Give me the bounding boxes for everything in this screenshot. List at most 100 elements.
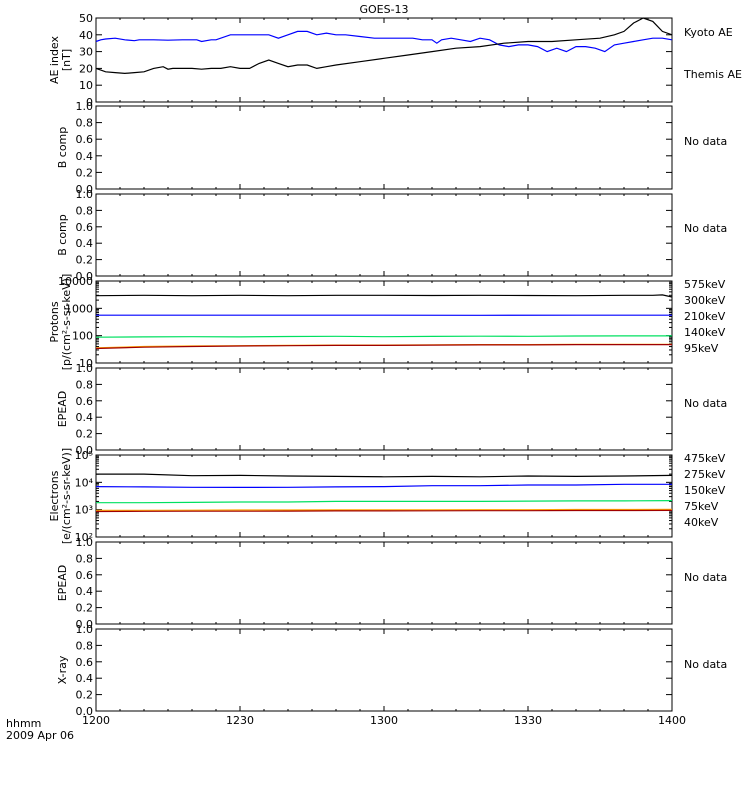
- y-tick-label: 0.0: [76, 183, 94, 196]
- y-tick-label: 10000: [58, 275, 93, 288]
- panel-5: 0.0 0.2 0.4 0.6 0.8 1.0 EPEAD No data: [56, 362, 727, 457]
- y-tick-label: 10⁵: [75, 449, 93, 462]
- y-tick-label: 10³: [75, 504, 93, 517]
- series-line-75kev: [95, 483, 672, 489]
- legend-entry: 150keV: [684, 484, 726, 497]
- y-tick-label: 0.8: [76, 639, 94, 652]
- legend-entry: 210keV: [684, 310, 726, 323]
- legend-entry: 475keV: [684, 452, 726, 465]
- y-axis-label: Electrons: [48, 470, 61, 521]
- x-tick-label: 1330: [514, 714, 542, 727]
- legend-entry: No data: [684, 571, 727, 584]
- series-line-475kev: [95, 509, 673, 513]
- y-tick-label: 0.2: [76, 428, 94, 441]
- series-line-95kev: [95, 294, 673, 298]
- y-tick-label: 10²: [75, 531, 93, 544]
- y-tick-label: 1.0: [76, 188, 94, 201]
- y-tick-label: 10: [79, 79, 93, 92]
- y-tick-label: 1.0: [76, 536, 94, 549]
- y-axis-label: EPEAD: [56, 565, 69, 602]
- panel-3: 0.0 0.2 0.4 0.6 0.8 1.0 B comp No data: [56, 188, 727, 283]
- y-tick-label: 0.6: [76, 133, 94, 146]
- y-tick-label: 0.0: [76, 618, 94, 631]
- y-axis-label: AE index: [48, 35, 61, 84]
- y-axis-label: B comp: [56, 127, 69, 169]
- series-line-275kev: [96, 508, 673, 511]
- y-tick-label: 0.8: [76, 204, 94, 217]
- panel-7: 0.0 0.2 0.4 0.6 0.8 1.0 EPEAD No data: [56, 536, 727, 631]
- chart-title: GOES-13: [359, 3, 408, 16]
- y-axis-label: [e/(cm²-s-sr-keV)]: [60, 448, 73, 544]
- panel-frame: [95, 454, 673, 538]
- y-tick-label: 0.4: [76, 585, 94, 598]
- series-line-150kev: [96, 500, 673, 504]
- y-tick-label: 0.6: [76, 656, 94, 669]
- panel-frame: [95, 193, 673, 277]
- y-tick-label: 1.0: [76, 623, 94, 636]
- legend-entry: No data: [684, 397, 727, 410]
- series-line-kyoto-ae: [95, 30, 673, 53]
- y-tick-label: 0.6: [76, 221, 94, 234]
- y-tick-label: 1.0: [76, 100, 94, 113]
- y-axis-label: Protons: [48, 301, 61, 342]
- y-tick-label: 30: [79, 46, 93, 59]
- y-axis-label: EPEAD: [56, 391, 69, 428]
- x-tick-label: 1400: [658, 714, 686, 727]
- y-tick-label: 0.8: [76, 117, 94, 130]
- y-axis-label: [p/(cm²-s-sr-keV)]: [60, 274, 73, 371]
- y-tick-label: 0.6: [76, 569, 94, 582]
- y-tick-label: 10: [79, 357, 93, 370]
- panel-6: 10² 10³ 10⁴ 10⁵ Electrons [e/(cm²-s-sr-keV)] 4…: [48, 448, 726, 544]
- y-tick-label: 0.2: [76, 689, 94, 702]
- legend-entry: No data: [684, 222, 727, 235]
- panel-frame: [95, 17, 673, 103]
- legend-entry: 275keV: [684, 468, 726, 481]
- y-tick-label: 0.4: [76, 672, 94, 685]
- y-tick-label: 100: [72, 330, 93, 343]
- y-tick-label: 0.8: [76, 378, 94, 391]
- y-tick-label: 0.2: [76, 602, 94, 615]
- legend-entry: Themis AE: [683, 68, 742, 81]
- panel-frame: [95, 105, 673, 190]
- x-tick-label: 1230: [226, 714, 254, 727]
- legend-entry: 140keV: [684, 326, 726, 339]
- y-tick-label: 0.2: [76, 254, 94, 267]
- y-axis-label: X-ray: [56, 655, 69, 684]
- y-tick-label: 1000: [65, 302, 93, 315]
- series-line-210kev: [95, 335, 672, 338]
- panel-frame: [95, 367, 673, 451]
- panel-frame: [95, 628, 673, 712]
- y-tick-label: 0.4: [76, 411, 94, 424]
- y-tick-label: 10⁴: [75, 476, 94, 489]
- series-line-themis-ae: [95, 17, 673, 75]
- x-tick-label: 1300: [370, 714, 398, 727]
- y-axis-label: B comp: [56, 214, 69, 256]
- panel-frame: [95, 541, 673, 625]
- panels: 0 10 20 30 40 50 AE index [nT] Kyoto AE Themis AE…: [48, 12, 742, 718]
- y-tick-label: 0: [86, 96, 93, 109]
- panel-2: 0.0 0.2 0.4 0.6 0.8 1.0 B comp No data: [56, 100, 727, 196]
- legend-entry: No data: [684, 135, 727, 148]
- legend-entry: 300keV: [684, 294, 726, 307]
- y-tick-label: 0.6: [76, 395, 94, 408]
- time-axis: 1200 1230 1300 1330 1400: [82, 714, 686, 727]
- y-tick-label: 50: [79, 12, 93, 25]
- legend-entry: 575keV: [684, 278, 726, 291]
- legend-entry: 75keV: [684, 500, 719, 513]
- legend-entry: No data: [684, 658, 727, 671]
- legend-entry: 40keV: [684, 516, 719, 529]
- x-tick-label: 1200: [82, 714, 110, 727]
- y-tick-label: 20: [79, 62, 93, 75]
- y-tick-label: 0.4: [76, 150, 94, 163]
- y-tick-label: 0.0: [76, 705, 94, 718]
- y-axis-label: [nT]: [60, 49, 73, 71]
- time-axis-label-date: 2009 Apr 06: [6, 729, 74, 742]
- legend-entry: 95keV: [684, 342, 719, 355]
- panel-8: 0.0 0.2 0.4 0.6 0.8 1.0 X-ray No data: [56, 623, 727, 718]
- y-tick-label: 0.4: [76, 237, 94, 250]
- legend-entry: Kyoto AE: [684, 26, 733, 39]
- panel-4: 10 100 1000 10000 Protons [p/(cm²-s-sr-keV)] 5…: [48, 274, 726, 371]
- series-line-40kev: [96, 473, 673, 478]
- panel-1: 0 10 20 30 40 50 AE index [nT] Kyoto AE Themis AE: [48, 12, 742, 109]
